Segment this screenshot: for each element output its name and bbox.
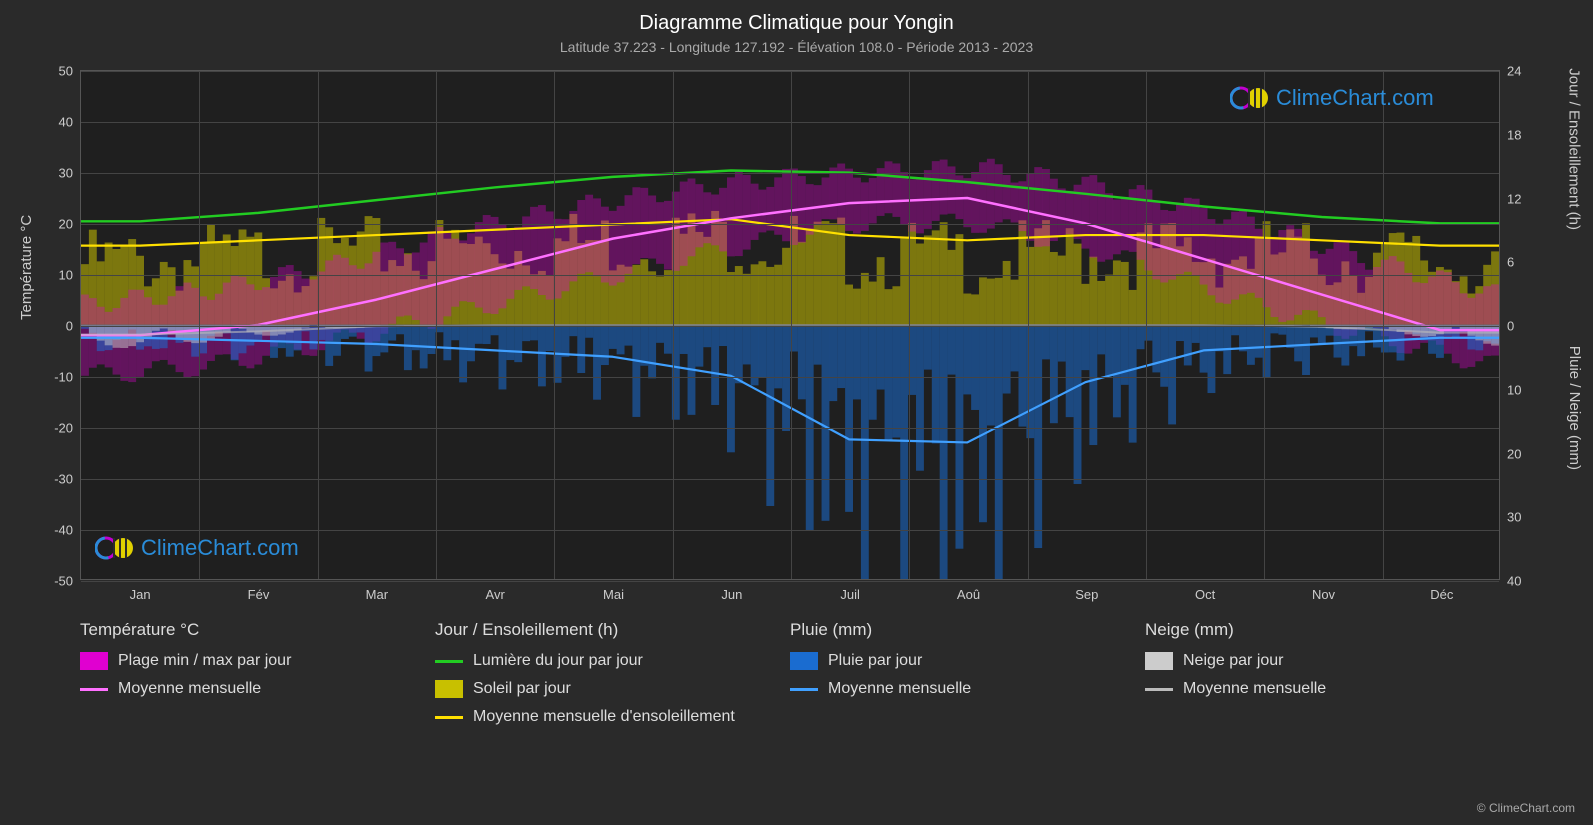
x-month-tick: Avr <box>486 587 505 602</box>
legend-item: Moyenne mensuelle <box>80 680 425 698</box>
y-left-tick: -20 <box>54 421 73 436</box>
y-right-mm-tick: 40 <box>1507 574 1521 589</box>
y-left-tick: 40 <box>59 115 73 130</box>
y-right-hour-tick: 18 <box>1507 127 1521 142</box>
watermark-logo-icon <box>1230 85 1270 111</box>
legend-column: Jour / Ensoleillement (h) Lumière du jour… <box>435 620 790 736</box>
y-axis-right-label-bottom: Pluie / Neige (mm) <box>1566 346 1583 470</box>
x-month-tick: Mai <box>603 587 624 602</box>
y-left-tick: -50 <box>54 574 73 589</box>
x-month-tick: Nov <box>1312 587 1335 602</box>
x-month-tick: Aoû <box>957 587 980 602</box>
legend-swatch <box>435 660 463 663</box>
x-month-tick: Déc <box>1430 587 1453 602</box>
legend-label: Moyenne mensuelle <box>828 680 971 698</box>
watermark-text: ClimeChart.com <box>1276 85 1434 111</box>
y-left-tick: 30 <box>59 166 73 181</box>
y-right-mm-tick: 20 <box>1507 446 1521 461</box>
legend-column: Pluie (mm) Pluie par jour Moyenne mensuell… <box>790 620 1145 736</box>
legend-swatch <box>80 688 108 691</box>
y-right-hour-tick: 6 <box>1507 255 1514 270</box>
watermark-logo-icon <box>95 535 135 561</box>
x-month-tick: Juil <box>840 587 860 602</box>
watermark-text: ClimeChart.com <box>141 535 299 561</box>
legend-swatch <box>1145 652 1173 670</box>
legend-item: Moyenne mensuelle d'ensoleillement <box>435 708 780 726</box>
legend-item: Soleil par jour <box>435 680 780 698</box>
legend-label: Moyenne mensuelle d'ensoleillement <box>473 708 735 726</box>
legend-item: Neige par jour <box>1145 652 1490 670</box>
climate-chart: Diagramme Climatique pour Yongin Latitud… <box>0 0 1593 825</box>
y-left-tick: 10 <box>59 268 73 283</box>
chart-title: Diagramme Climatique pour Yongin <box>0 0 1593 35</box>
legend-label: Lumière du jour par jour <box>473 652 643 670</box>
chart-subtitle: Latitude 37.223 - Longitude 127.192 - Él… <box>0 35 1593 55</box>
copyright-text: © ClimeChart.com <box>1477 801 1575 815</box>
legend-item: Plage min / max par jour <box>80 652 425 670</box>
legend-label: Moyenne mensuelle <box>118 680 261 698</box>
legend-title: Jour / Ensoleillement (h) <box>435 620 780 640</box>
x-month-tick: Fév <box>248 587 270 602</box>
y-right-hour-tick: 24 <box>1507 64 1521 79</box>
legend-title: Pluie (mm) <box>790 620 1135 640</box>
watermark-top: ClimeChart.com <box>1230 85 1434 111</box>
legend-swatch <box>790 688 818 691</box>
y-left-tick: -10 <box>54 370 73 385</box>
legend-label: Soleil par jour <box>473 680 571 698</box>
legend: Température °C Plage min / max par jour Mo… <box>80 620 1500 736</box>
legend-title: Température °C <box>80 620 425 640</box>
legend-column: Neige (mm) Neige par jour Moyenne mensuell… <box>1145 620 1500 736</box>
y-left-tick: -30 <box>54 472 73 487</box>
y-axis-left-label: Température °C <box>18 215 35 320</box>
x-month-tick: Mar <box>366 587 388 602</box>
legend-swatch <box>790 652 818 670</box>
legend-swatch <box>435 716 463 719</box>
legend-label: Neige par jour <box>1183 652 1284 670</box>
legend-column: Température °C Plage min / max par jour Mo… <box>80 620 435 736</box>
x-month-tick: Jan <box>130 587 151 602</box>
x-month-tick: Sep <box>1075 587 1098 602</box>
y-right-hour-tick: 12 <box>1507 191 1521 206</box>
y-left-tick: -40 <box>54 523 73 538</box>
y-right-mm-tick: 30 <box>1507 510 1521 525</box>
y-right-mm-tick: 10 <box>1507 382 1521 397</box>
legend-swatch <box>80 652 108 670</box>
legend-item: Moyenne mensuelle <box>1145 680 1490 698</box>
watermark-bottom: ClimeChart.com <box>95 535 299 561</box>
y-axis-right-label-top: Jour / Ensoleillement (h) <box>1566 68 1583 230</box>
legend-label: Moyenne mensuelle <box>1183 680 1326 698</box>
legend-label: Pluie par jour <box>828 652 922 670</box>
chart-svg <box>81 71 1499 579</box>
legend-item: Moyenne mensuelle <box>790 680 1135 698</box>
legend-label: Plage min / max par jour <box>118 652 291 670</box>
y-right-hour-tick: 0 <box>1507 319 1514 334</box>
x-month-tick: Jun <box>721 587 742 602</box>
legend-swatch <box>1145 688 1173 691</box>
legend-swatch <box>435 680 463 698</box>
plot-area: -50-40-30-20-100102030405006121824102030… <box>80 70 1500 580</box>
y-left-tick: 20 <box>59 217 73 232</box>
legend-item: Pluie par jour <box>790 652 1135 670</box>
legend-item: Lumière du jour par jour <box>435 652 780 670</box>
legend-title: Neige (mm) <box>1145 620 1490 640</box>
y-left-tick: 0 <box>66 319 73 334</box>
x-month-tick: Oct <box>1195 587 1215 602</box>
y-left-tick: 50 <box>59 64 73 79</box>
